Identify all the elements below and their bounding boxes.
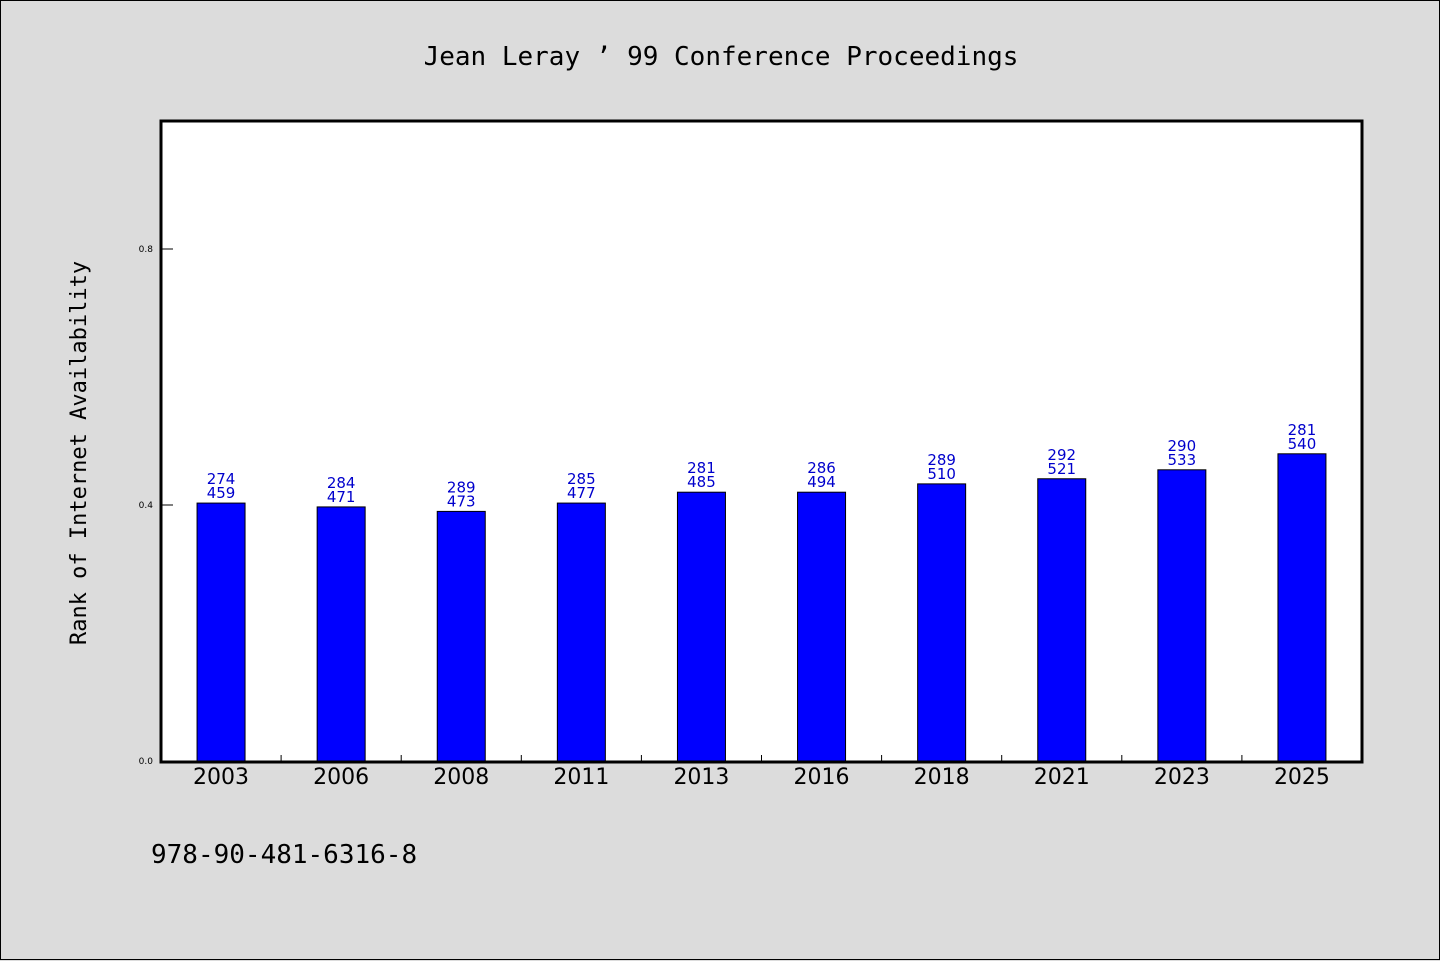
x-tick-label: 2016: [794, 765, 850, 790]
x-tick-label: 2011: [553, 765, 609, 790]
x-tick-label: 2006: [313, 765, 369, 790]
x-tick-label: 2021: [1034, 765, 1090, 790]
data-label-upper: 289: [447, 478, 476, 496]
data-label-lower: 494: [807, 473, 836, 491]
bar: [1277, 453, 1327, 762]
chart-marks: 0.00.40.82744592003284471200628947320082…: [139, 245, 1330, 790]
bar: [316, 506, 366, 762]
data-label-lower: 485: [687, 473, 716, 491]
isbn-footer: 978-90-481-6316-8: [151, 840, 417, 870]
y-tick-label: 0.4: [139, 501, 154, 511]
x-tick-label: 2013: [673, 765, 729, 790]
x-tick-label: 2003: [193, 765, 249, 790]
bar: [196, 502, 246, 762]
data-label-upper: 285: [567, 470, 596, 488]
data-label-lower: 540: [1288, 435, 1317, 453]
x-tick-label: 2018: [914, 765, 970, 790]
x-tick-label: 2025: [1274, 765, 1330, 790]
bar: [676, 491, 726, 762]
bar: [1037, 478, 1087, 762]
data-label-upper: 292: [1047, 446, 1076, 464]
bar: [436, 510, 486, 762]
data-label-lower: 459: [207, 484, 236, 502]
data-label-lower: 477: [567, 484, 596, 502]
x-tick-label: 2023: [1154, 765, 1210, 790]
data-label-upper: 281: [687, 459, 716, 477]
data-label-lower: 471: [327, 488, 356, 506]
bar: [1157, 469, 1207, 762]
chart-title: Jean Leray ’ 99 Conference Proceedings: [424, 42, 1019, 72]
bar: [556, 502, 606, 762]
data-label-upper: 274: [207, 470, 236, 488]
y-tick-label: 0.0: [139, 757, 154, 767]
x-tick-label: 2008: [433, 765, 489, 790]
bar: [797, 491, 847, 762]
data-label-lower: 473: [447, 492, 476, 510]
data-label-lower: 510: [927, 465, 956, 483]
y-axis-label: Rank of Internet Availability: [67, 261, 92, 645]
data-label-lower: 533: [1168, 451, 1197, 469]
bar: [917, 483, 967, 762]
data-label-upper: 281: [1288, 421, 1317, 439]
data-label-upper: 289: [927, 451, 956, 469]
data-label-upper: 286: [807, 459, 836, 477]
data-label-lower: 521: [1047, 460, 1076, 478]
data-label-upper: 290: [1168, 437, 1197, 455]
data-label-upper: 284: [327, 474, 356, 492]
y-tick-label: 0.8: [139, 245, 154, 255]
